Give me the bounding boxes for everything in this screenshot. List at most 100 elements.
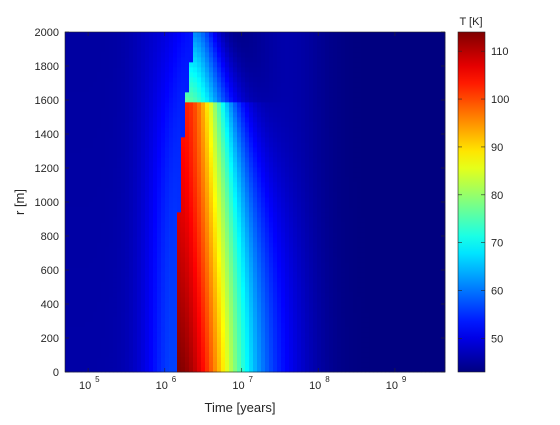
heatmap-cell [297, 207, 302, 213]
heatmap-cell [293, 132, 298, 138]
heatmap-cell [225, 357, 230, 363]
heatmap-cell [341, 317, 346, 323]
heatmap-cell [353, 77, 358, 83]
heatmap-cell [209, 267, 214, 273]
heatmap-cell [189, 312, 194, 318]
heatmap-cell [93, 172, 98, 178]
heatmap-cell [65, 162, 70, 168]
heatmap-cell [205, 302, 210, 308]
heatmap-cell [285, 297, 290, 303]
heatmap-cell [213, 227, 218, 233]
heatmap-cell [349, 87, 354, 93]
heatmap-cell [177, 322, 182, 328]
heatmap-cell [261, 267, 266, 273]
heatmap-cell [141, 332, 146, 338]
heatmap-cell [65, 352, 70, 358]
heatmap-cell [297, 362, 302, 368]
heatmap-cell [105, 362, 110, 368]
heatmap-cell [337, 142, 342, 148]
heatmap-cell [81, 142, 86, 148]
heatmap-cell [121, 92, 126, 98]
heatmap-cell [261, 207, 266, 213]
heatmap-cell [277, 222, 282, 228]
heatmap-cell [137, 267, 142, 273]
heatmap-cell [77, 242, 82, 248]
heatmap-cell [285, 182, 290, 188]
heatmap-cell [93, 167, 98, 173]
heatmap-cell [237, 167, 242, 173]
heatmap-cell [225, 132, 230, 138]
heatmap-cell [225, 272, 230, 278]
heatmap-cell [177, 257, 182, 263]
heatmap-cell [137, 272, 142, 278]
heatmap-cell [217, 212, 222, 218]
heatmap-cell [189, 87, 194, 93]
heatmap-cell [233, 352, 238, 358]
heatmap-cell [225, 212, 230, 218]
heatmap-cell [201, 52, 206, 58]
heatmap-cell [93, 262, 98, 268]
heatmap-cell [117, 152, 122, 158]
heatmap-cell [249, 157, 254, 163]
heatmap-cell [157, 332, 162, 338]
heatmap-cell [197, 57, 202, 63]
heatmap-cell [213, 152, 218, 158]
heatmap-cell [341, 72, 346, 78]
heatmap-cell [213, 137, 218, 143]
heatmap-cell [241, 232, 246, 238]
heatmap-cell [181, 347, 186, 353]
heatmap-cell [145, 182, 150, 188]
heatmap-cell [121, 127, 126, 133]
heatmap-cell [281, 47, 286, 53]
heatmap-cell [309, 177, 314, 183]
heatmap-cell [301, 217, 306, 223]
heatmap-cell [213, 177, 218, 183]
heatmap-cell [249, 322, 254, 328]
heatmap-cell [237, 267, 242, 273]
heatmap-cell [117, 67, 122, 73]
heatmap-cell [285, 162, 290, 168]
heatmap-cell [133, 207, 138, 213]
heatmap-cell [205, 347, 210, 353]
heatmap-cell [93, 287, 98, 293]
heatmap-cell [101, 92, 106, 98]
heatmap-cell [233, 262, 238, 268]
heatmap-cell [201, 287, 206, 293]
heatmap-cell [65, 152, 70, 158]
heatmap-cell [81, 272, 86, 278]
heatmap-cell [125, 177, 130, 183]
heatmap-cell [345, 327, 350, 333]
heatmap-cell [329, 117, 334, 123]
heatmap-cell [281, 367, 286, 373]
heatmap-cell [301, 187, 306, 193]
heatmap-cell [309, 202, 314, 208]
heatmap-cell [205, 202, 210, 208]
heatmap-cell [157, 57, 162, 63]
heatmap-cell [349, 232, 354, 238]
heatmap-cell [225, 72, 230, 78]
heatmap-cell [261, 342, 266, 348]
heatmap-cell [205, 287, 210, 293]
heatmap-cell [325, 127, 330, 133]
heatmap-cell [89, 62, 94, 68]
heatmap-cell [157, 282, 162, 288]
heatmap-cell [241, 222, 246, 228]
heatmap-cell [193, 197, 198, 203]
heatmap-cell [205, 217, 210, 223]
heatmap-cell [293, 337, 298, 343]
heatmap-cell [349, 337, 354, 343]
heatmap-cell [249, 122, 254, 128]
heatmap-cell [269, 292, 274, 298]
heatmap-cell [209, 107, 214, 113]
heatmap-cell [213, 207, 218, 213]
heatmap-cell [329, 287, 334, 293]
heatmap-cell [277, 182, 282, 188]
heatmap-cell [157, 92, 162, 98]
heatmap-cell [93, 42, 98, 48]
heatmap-cell [285, 107, 290, 113]
heatmap-cell [233, 227, 238, 233]
heatmap-cell [305, 367, 310, 373]
heatmap-cell [165, 317, 170, 323]
heatmap-cell [157, 157, 162, 163]
heatmap-cell [141, 37, 146, 43]
